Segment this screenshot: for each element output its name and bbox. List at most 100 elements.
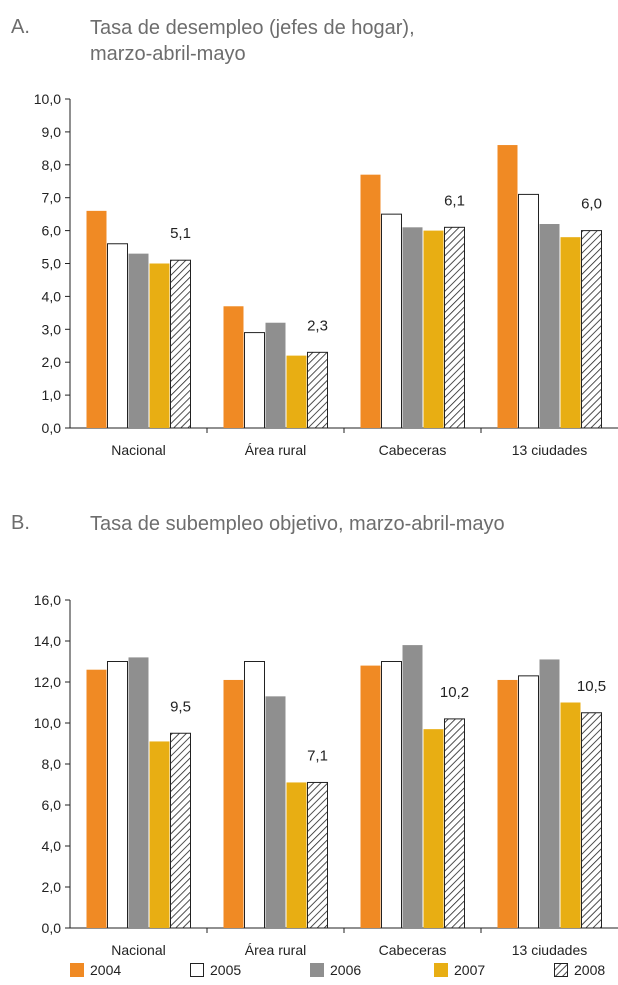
- chart-b-category-label: Área rural: [245, 942, 306, 958]
- chart-b-bar-2005-0: [107, 661, 128, 929]
- legend-item-2006: 2006: [310, 962, 361, 978]
- chart-b-bar-2006-3: [539, 659, 560, 928]
- chart-b-bar-2007-0: [149, 741, 170, 928]
- chart-b-category-label: Nacional: [111, 942, 165, 958]
- chart-a-y-tick-label: 0,0: [42, 420, 62, 436]
- chart-a-bar-2005-2: [381, 213, 402, 429]
- chart-a-y-tick-label: 4,0: [42, 288, 62, 304]
- chart-b-bar-2004-3: [497, 679, 518, 928]
- chart-b-category-label: Cabeceras: [379, 942, 447, 958]
- chart-a-y-tick-label: 8,0: [42, 157, 62, 173]
- chart-a-bar-2004-3: [497, 145, 518, 428]
- chart-b-bar-2005-2: [381, 661, 402, 929]
- legend-swatch-2004: [70, 963, 84, 977]
- chart-b-bar-2006-1: [265, 696, 286, 928]
- chart-a-bar-2007-2: [423, 230, 444, 428]
- legend-label-2008: 2008: [574, 962, 606, 978]
- chart-b-category-label: 13 ciudades: [512, 942, 588, 958]
- chart-a-bar-2008-3: [581, 230, 602, 429]
- chart-b-y-tick-label: 16,0: [34, 592, 61, 608]
- chart-a-y-tick-label: 10,0: [34, 91, 61, 107]
- chart-a-data-label: 2,3: [307, 317, 328, 334]
- legend-swatch-2007: [434, 963, 448, 977]
- chart-a-y-tick-label: 6,0: [42, 223, 62, 239]
- chart-a-category-label: Área rural: [245, 442, 306, 458]
- legend: 2004 2005 2006 2007 2008: [0, 962, 618, 984]
- chart-a-bar-2006-3: [539, 224, 560, 428]
- chart-a-bar-2008-2: [444, 226, 465, 429]
- chart-a-bar-2006-1: [265, 322, 286, 428]
- chart-b-data-label: 10,5: [577, 678, 606, 695]
- chart-b-y-tick-label: 10,0: [34, 715, 61, 731]
- panel-a-letter: A.: [11, 16, 30, 38]
- chart-b-bar-2007-1: [286, 782, 307, 928]
- chart-a-data-label: 6,0: [581, 196, 602, 213]
- chart-a-y-tick-label: 2,0: [42, 354, 62, 370]
- chart-b-bar-2006-2: [402, 645, 423, 928]
- chart-b-y-tick-label: 6,0: [42, 797, 62, 813]
- chart-a-bar-2004-2: [360, 174, 381, 428]
- chart-a-bar-2006-0: [128, 253, 149, 428]
- chart-b-bar-2007-2: [423, 729, 444, 928]
- chart-b-bar-2004-2: [360, 665, 381, 928]
- chart-a-data-label: 6,1: [444, 192, 465, 209]
- chart-b-bar-2007-3: [560, 702, 581, 928]
- chart-a-bar-2007-0: [149, 263, 170, 428]
- chart-a-category-label: Cabeceras: [379, 442, 447, 458]
- legend-item-2008: 2008: [554, 962, 605, 978]
- chart-b-y-tick-label: 0,0: [42, 920, 62, 936]
- chart-a-y-tick-label: 7,0: [42, 190, 62, 206]
- chart-a-bar-2006-2: [402, 227, 423, 428]
- chart-b-y-tick-label: 14,0: [34, 633, 61, 649]
- chart-a-category-label: Nacional: [111, 442, 165, 458]
- panel-a-title-line1: Tasa de desempleo (jefes de hogar),: [90, 17, 415, 39]
- chart-a-bar-2004-1: [223, 306, 244, 428]
- chart-b-bar-2008-0: [170, 732, 191, 929]
- chart-b-data-label: 9,5: [170, 698, 191, 715]
- chart-a-y-tick-label: 9,0: [42, 124, 62, 140]
- chart-a-bar-2005-3: [518, 193, 539, 429]
- chart-b-bar-2004-1: [223, 679, 244, 928]
- chart-b-data-label: 10,2: [440, 684, 469, 701]
- chart-b-y-tick-label: 8,0: [42, 756, 62, 772]
- panel-a-title: Tasa de desempleo (jefes de hogar), marz…: [90, 15, 415, 67]
- chart-b-y-tick-label: 2,0: [42, 879, 62, 895]
- chart-b-bar-2005-3: [518, 675, 539, 929]
- chart-b-bar-2006-0: [128, 657, 149, 928]
- chart-a-bar-2008-1: [307, 351, 328, 429]
- legend-item-2005: 2005: [190, 962, 241, 978]
- panel-b-letter: B.: [11, 512, 30, 534]
- chart-b-bar-2005-1: [244, 661, 265, 929]
- chart-b-data-label: 7,1: [307, 747, 328, 764]
- panel-a-title-line2: marzo-abril-mayo: [90, 43, 246, 65]
- chart-a-bar-2007-1: [286, 355, 307, 428]
- chart-b-y-tick-label: 4,0: [42, 838, 62, 854]
- chart-unemployment: 0,0 1,0 2,0 3,0 4,0 5,0 6,0 7,0 8,0 9,0 10,0 5,1 Nac…: [34, 91, 618, 458]
- chart-a-data-label: 5,1: [170, 225, 191, 242]
- legend-swatch-2006: [310, 963, 324, 977]
- chart-a-bar-2007-3: [560, 237, 581, 428]
- chart-b-bar-2008-3: [581, 712, 602, 929]
- legend-swatch-2005: [190, 963, 204, 977]
- chart-a-y-tick-label: 5,0: [42, 256, 62, 272]
- chart-b-bar-2008-1: [307, 781, 328, 929]
- chart-a-bar-2004-0: [86, 210, 107, 428]
- chart-a-bar-2008-0: [170, 259, 191, 429]
- chart-a-y-tick-label: 3,0: [42, 321, 62, 337]
- chart-a-bar-2005-0: [107, 243, 128, 429]
- chart-b-y-tick-label: 12,0: [34, 674, 61, 690]
- chart-a-y-tick-label: 1,0: [42, 387, 62, 403]
- chart-b-bar-2008-2: [444, 718, 465, 929]
- chart-b-bar-2004-0: [86, 669, 107, 928]
- legend-label-2005: 2005: [210, 962, 242, 978]
- panel-b-title: Tasa de subempleo objetivo, marzo-abril-…: [90, 513, 505, 535]
- chart-a-category-label: 13 ciudades: [512, 442, 588, 458]
- legend-item-2007: 2007: [434, 962, 485, 978]
- legend-label-2007: 2007: [454, 962, 486, 978]
- legend-label-2004: 2004: [90, 962, 122, 978]
- chart-a-bar-2005-1: [244, 332, 265, 429]
- legend-swatch-2008: [554, 963, 568, 977]
- legend-item-2004: 2004: [70, 962, 121, 978]
- legend-label-2006: 2006: [330, 962, 362, 978]
